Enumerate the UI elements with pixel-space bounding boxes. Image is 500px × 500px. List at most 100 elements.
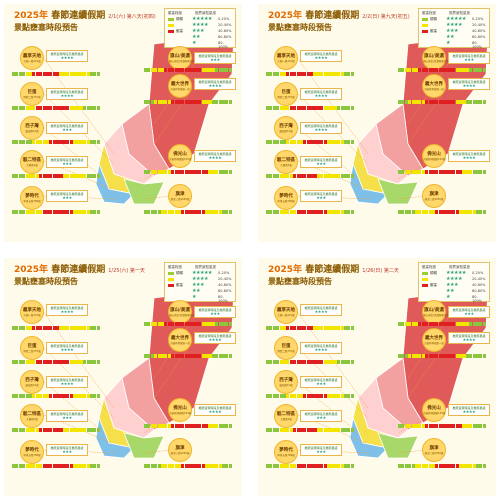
timeline-segment <box>269 464 273 468</box>
timeline-segment <box>448 68 452 72</box>
legend-swatch <box>422 24 428 27</box>
timeline-segment <box>12 174 16 178</box>
timeline-segment <box>421 210 425 214</box>
timeline-segment <box>201 354 205 358</box>
spot-name: 旗津 <box>429 446 439 451</box>
timeline-segment <box>83 428 87 432</box>
timeline-segment <box>150 210 154 214</box>
timeline-segment <box>472 354 476 358</box>
timeline-segment <box>218 424 222 428</box>
timeline-segment <box>28 72 33 76</box>
timeline-segment <box>89 140 94 144</box>
timeline-segment <box>28 140 33 144</box>
timeline-segment <box>228 210 232 214</box>
timeline-segment <box>296 210 300 214</box>
timeline-segment <box>73 326 77 330</box>
timeline-segment <box>160 322 165 326</box>
map-south-district <box>95 162 135 205</box>
recommend-tag: 推薦遊覽時段及推薦星級 ★★★★ <box>448 404 490 416</box>
congestion-timeline <box>144 354 232 358</box>
timeline-segment <box>211 322 215 326</box>
timeline-segment <box>323 174 327 178</box>
spot-address: 大樹區興田路153號 <box>423 158 446 161</box>
timeline-segment <box>59 210 63 214</box>
timeline-segment <box>35 174 39 178</box>
timeline-segment <box>448 464 452 468</box>
legend-label: 順暢 <box>176 17 183 21</box>
timeline-segment <box>42 72 46 76</box>
timeline-segment <box>438 100 442 104</box>
timeline-segment <box>96 394 100 398</box>
timeline-segment <box>15 174 19 178</box>
timeline-segment <box>475 354 480 358</box>
spot-badge: 旗山/美濃 旗山老街/美濃客家文物館 <box>422 300 451 324</box>
legend-stars: ★★★ <box>446 28 458 34</box>
timeline-segment <box>347 394 351 398</box>
timeline-segment <box>25 464 29 468</box>
timeline-segment <box>69 174 73 178</box>
timeline-segment <box>414 68 419 72</box>
timeline-segment <box>150 100 154 104</box>
title-name: 春節連續假期 <box>302 265 360 275</box>
timeline-segment <box>93 174 97 178</box>
timeline-segment <box>438 464 442 468</box>
congestion-timeline <box>144 210 232 214</box>
legend-row: ★ 80-100% <box>422 294 486 303</box>
timeline-segment <box>279 394 283 398</box>
timeline-segment <box>266 140 270 144</box>
timeline-segment <box>266 174 270 178</box>
timeline-segment <box>79 326 83 330</box>
timeline-segment <box>86 326 90 330</box>
recommend-stars: ★★★★ <box>208 409 222 414</box>
legend-pct: 0-20% <box>472 17 484 21</box>
timeline-segment <box>62 106 66 110</box>
timeline-segment <box>306 428 310 432</box>
timeline-segment <box>208 322 212 326</box>
spot-name: 夢時代 <box>279 448 293 453</box>
timeline-segment <box>198 100 202 104</box>
timeline-segment <box>306 394 310 398</box>
timeline-segment <box>225 464 229 468</box>
timeline-segment <box>96 140 100 144</box>
timeline-segment <box>160 100 165 104</box>
timeline-segment <box>343 464 348 468</box>
timeline-segment <box>144 322 148 326</box>
timeline-segment <box>164 464 168 468</box>
spot-address: 大順一路115號 <box>277 60 295 63</box>
legend-pct: 40-60% <box>472 283 486 287</box>
timeline-segment <box>310 174 314 178</box>
congestion-timeline <box>12 174 100 178</box>
recommend-label: 推薦遊覽時段及推薦星級 <box>452 334 486 338</box>
timeline-segment <box>293 72 297 76</box>
timeline-segment <box>174 354 178 358</box>
timeline-segment <box>194 354 198 358</box>
timeline-segment <box>428 424 432 428</box>
legend-box: 壅塞程度 推薦景點星度 順暢 ★★★★★ 0-20% ★★★★ 20-40% 壅塞 ★★★ 40-… <box>418 8 490 49</box>
timeline-segment <box>49 464 53 468</box>
timeline-segment <box>296 428 300 432</box>
timeline-segment <box>279 106 283 110</box>
timeline-segment <box>320 174 324 178</box>
timeline-segment <box>198 210 202 214</box>
legend-pct: 80-100% <box>472 295 483 303</box>
timeline-segment <box>435 100 439 104</box>
congestion-timeline <box>12 464 100 468</box>
timeline-segment <box>313 326 317 330</box>
leader-line <box>295 125 359 180</box>
timeline-segment <box>469 424 473 428</box>
timeline-segment <box>404 464 408 468</box>
timeline-segment <box>411 424 415 428</box>
timeline-segment <box>171 100 175 104</box>
spot-name: 旗津 <box>429 192 439 197</box>
recommend-tag: 推薦遊覽時段及推薦星級 ★★★★ <box>46 50 88 62</box>
spot-badge: 西子灣 蓮海路51號 <box>274 116 298 140</box>
timeline-segment <box>411 464 415 468</box>
recommend-tag: 推薦遊覽時段及推薦星級 ★★★ <box>300 444 342 456</box>
leader-line <box>295 379 359 434</box>
timeline-segment <box>269 174 273 178</box>
recommend-label: 推薦遊覽時段及推薦星級 <box>198 152 232 156</box>
spot-address: 大順一路115號 <box>277 314 295 317</box>
timeline-segment <box>475 68 480 72</box>
congestion-timeline <box>398 170 486 174</box>
timeline-segment <box>327 106 331 110</box>
